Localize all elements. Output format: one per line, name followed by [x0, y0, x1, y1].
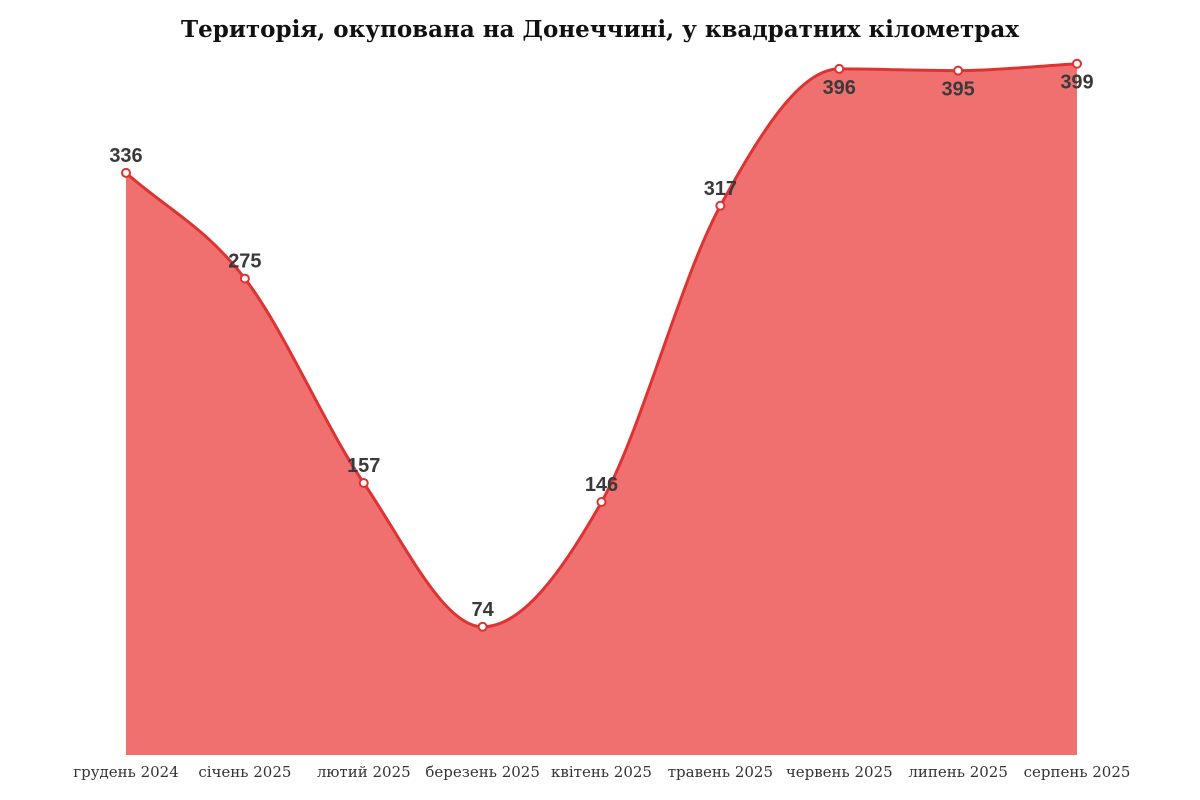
- x-axis-tick-labels: грудень 2024 січень 2025 лютий 2025 березен…: [73, 763, 1130, 781]
- x-tick-label: березень 2025: [425, 763, 540, 781]
- data-label: 157: [347, 455, 380, 477]
- data-label: 396: [823, 77, 856, 99]
- data-point: [358, 477, 369, 488]
- data-point: [715, 200, 726, 211]
- data-label: 146: [585, 474, 618, 496]
- data-point: [477, 621, 488, 632]
- x-tick-label: грудень 2024: [73, 763, 179, 781]
- data-point: [834, 63, 845, 74]
- data-label: 317: [704, 178, 737, 200]
- data-labels: 336 275 157 74 146 317 396 395 399: [109, 72, 1093, 621]
- data-point: [596, 497, 607, 508]
- series-line: [125, 62, 1078, 629]
- chart-title: Територія, окупована на Донеччині, у ква…: [181, 16, 1019, 43]
- data-label: 395: [941, 79, 974, 101]
- x-tick-label: липень 2025: [908, 763, 1008, 781]
- data-label: 74: [472, 599, 495, 621]
- data-markers: [121, 58, 1082, 632]
- x-tick-label: січень 2025: [198, 763, 291, 781]
- data-label: 399: [1060, 72, 1093, 94]
- x-tick-label: квітень 2025: [551, 763, 652, 781]
- data-point: [953, 65, 964, 76]
- area-fill: [126, 63, 1077, 756]
- x-tick-label: лютий 2025: [317, 763, 411, 781]
- data-point: [239, 273, 250, 284]
- x-tick-label: серпень 2025: [1024, 763, 1131, 781]
- x-tick-label: червень 2025: [786, 763, 893, 781]
- data-label: 336: [109, 145, 142, 167]
- data-point: [121, 167, 131, 178]
- data-label: 275: [228, 251, 261, 273]
- data-point: [1072, 58, 1082, 69]
- x-tick-label: травень 2025: [668, 763, 773, 781]
